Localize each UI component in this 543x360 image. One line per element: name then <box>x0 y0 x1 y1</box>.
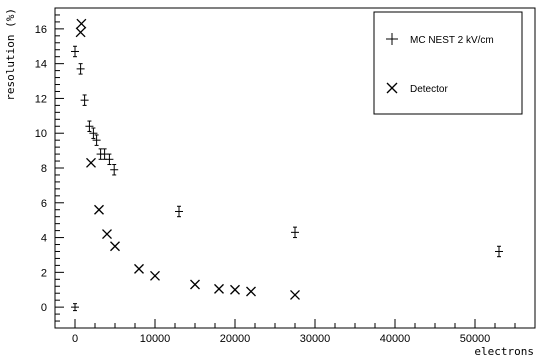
legend-box <box>373 11 523 115</box>
mc-nest-point <box>76 63 85 75</box>
y-tick-label: 6 <box>41 198 47 210</box>
x-tick-label: 40000 <box>380 333 411 345</box>
mc-nest-point <box>175 205 183 218</box>
y-tick-label: 16 <box>35 24 47 36</box>
detector-point <box>214 283 224 294</box>
mc-nest-point <box>291 226 299 239</box>
x-marker-stroke <box>75 27 86 38</box>
mc-nest-point <box>80 94 89 106</box>
x-tick-label: 20000 <box>220 333 251 345</box>
x-marker-stroke <box>230 284 240 295</box>
y-tick-label: 4 <box>41 233 47 245</box>
mc-nest-point <box>495 245 503 258</box>
detector-point <box>230 284 240 295</box>
detector-point <box>75 27 86 38</box>
detector-point <box>76 18 87 29</box>
x-marker-stroke <box>190 279 200 290</box>
x-marker-stroke <box>214 283 224 294</box>
mc-nest-point <box>85 120 94 132</box>
y-tick-label: 2 <box>41 267 47 279</box>
x-marker-stroke <box>102 229 112 240</box>
legend-item-mc-nest: MC NEST 2 kV/cm <box>386 33 494 46</box>
legend-plus-marker <box>386 33 398 45</box>
detector-point <box>102 229 112 240</box>
x-marker-stroke <box>134 263 144 274</box>
detector-point <box>190 279 200 290</box>
y-tick-label: 8 <box>41 163 47 175</box>
detector-point <box>246 286 256 297</box>
legend-label-detector: Detector <box>410 84 448 95</box>
x-marker-stroke <box>110 241 120 252</box>
x-axis: 0 10000 20000 30000 40000 50000 <box>54 319 536 345</box>
mc-nest-point <box>89 127 98 139</box>
y-tick-label: 10 <box>35 128 47 140</box>
y-tick-label: 12 <box>35 93 47 105</box>
detector-point <box>134 263 144 274</box>
x-marker-stroke <box>150 270 160 281</box>
x-marker-stroke <box>290 289 300 300</box>
y-tick-label: 0 <box>41 302 47 314</box>
detector-point <box>290 289 300 300</box>
detector-point <box>150 270 160 281</box>
y-tick-label: 14 <box>35 59 47 71</box>
mc-nest-point <box>71 303 79 312</box>
x-marker-stroke <box>76 18 87 29</box>
x-marker-stroke <box>94 204 104 215</box>
x-tick-label: 30000 <box>300 333 331 345</box>
legend-label-mc-nest: MC NEST 2 kV/cm <box>410 35 494 46</box>
data-marks <box>71 18 503 312</box>
detector-point <box>94 204 104 215</box>
mc-nest-point <box>105 153 114 166</box>
y-axis: 0 2 4 6 8 10 12 14 16 <box>35 14 64 329</box>
mc-nest-point <box>71 45 79 58</box>
mc-nest-point <box>92 134 101 146</box>
x-marker-stroke <box>86 157 96 168</box>
x-tick-label: 0 <box>72 333 78 345</box>
detector-point <box>86 157 96 168</box>
x-axis-title: electrons <box>474 345 534 358</box>
legend-x-marker <box>386 82 398 94</box>
legend-item-detector: Detector <box>386 82 448 95</box>
x-tick-label: 10000 <box>140 333 171 345</box>
y-axis-title: resolution (%) <box>4 8 17 101</box>
mc-nest-point <box>110 164 119 176</box>
legend: MC NEST 2 kV/cm Detector <box>373 11 523 115</box>
x-tick-label: 50000 <box>460 333 491 345</box>
detector-point <box>110 241 120 252</box>
x-marker-stroke <box>246 286 256 297</box>
